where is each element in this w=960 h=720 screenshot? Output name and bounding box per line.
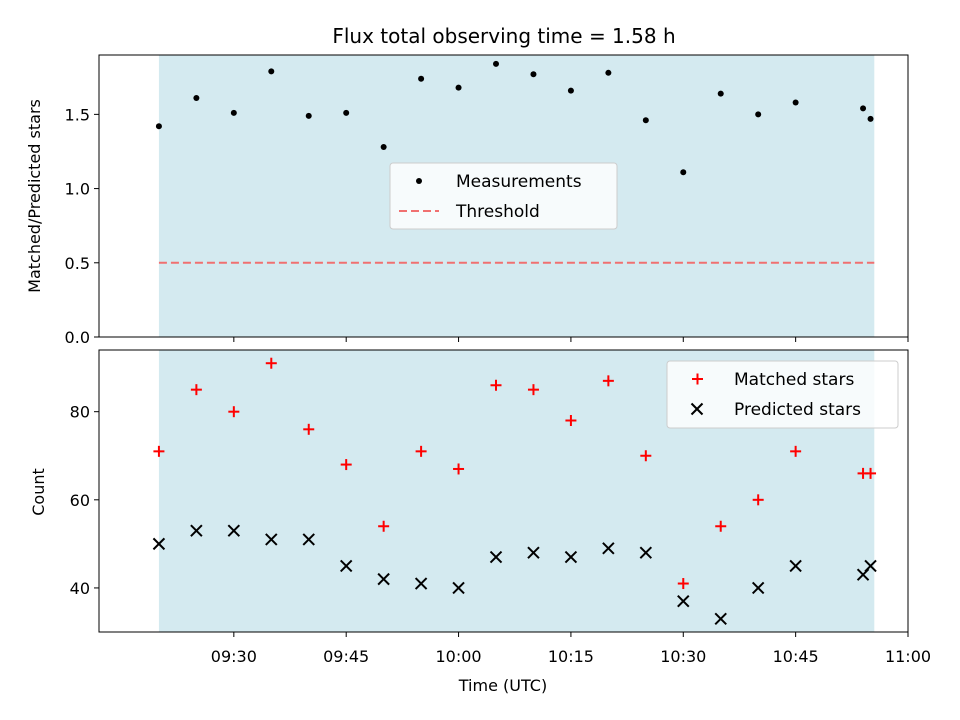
top-y-axis: 0.0 0.5 1.0 1.5 xyxy=(65,105,99,347)
measurement-point xyxy=(680,169,687,176)
predicted-star-point xyxy=(227,524,241,537)
legend-measurements-marker xyxy=(416,178,422,184)
bottom-y-axis: 40 60 80 xyxy=(70,403,99,598)
bottom-legend: Matched stars Predicted stars xyxy=(666,360,899,429)
matched-star-point xyxy=(490,379,502,391)
legend-predicted-marker xyxy=(690,402,704,416)
y-tick-label: 1.0 xyxy=(65,180,90,199)
matched-star-point xyxy=(153,445,165,457)
bottom-x-axis: 09:30 09:45 10:00 10:15 10:30 10:45 11:00 xyxy=(211,632,931,666)
x-tick-label: 11:00 xyxy=(885,647,931,666)
predicted-star-point xyxy=(452,581,465,595)
measurement-point xyxy=(493,60,500,67)
predicted-star-point xyxy=(152,537,166,551)
y-tick-label: 0.0 xyxy=(65,328,90,347)
chart-title: Flux total observing time = 1.58 h xyxy=(332,24,675,48)
measurement-point xyxy=(455,84,462,91)
matched-stars-series xyxy=(153,357,877,590)
bottom-y-axis-label: Count xyxy=(29,468,48,516)
legend-measurements-label: Measurements xyxy=(456,172,582,192)
x-tick-label: 10:45 xyxy=(773,647,819,666)
matched-star-point xyxy=(677,578,689,590)
matched-star-point xyxy=(190,384,202,396)
measurement-point xyxy=(717,90,724,97)
predicted-star-point xyxy=(339,559,353,573)
predicted-star-point xyxy=(265,533,278,546)
matched-star-point xyxy=(527,384,539,396)
y-tick-label: 1.5 xyxy=(65,105,90,124)
bottom-legend-box xyxy=(666,360,899,429)
predicted-star-point xyxy=(302,533,315,546)
predicted-star-point xyxy=(414,577,428,590)
predicted-star-point xyxy=(751,581,765,595)
top-legend-box xyxy=(389,162,618,230)
top-x-axis-ticks xyxy=(233,337,909,342)
measurement-point xyxy=(867,115,874,122)
legend-predicted-label: Predicted stars xyxy=(734,400,861,420)
x-tick-label: 09:45 xyxy=(323,647,369,666)
predicted-star-point xyxy=(564,550,578,564)
x-tick-label: 10:30 xyxy=(660,647,706,666)
measurement-point xyxy=(418,75,425,82)
matched-star-point xyxy=(228,406,240,418)
y-tick-label: 40 xyxy=(70,579,90,598)
matched-star-point xyxy=(565,415,577,426)
bottom-panel-frame xyxy=(98,349,909,633)
predicted-star-point xyxy=(602,542,615,555)
matched-star-point xyxy=(415,445,427,457)
top-panel: 0.0 0.5 1.0 1.5 Matched/Predicted stars Mea… xyxy=(25,54,909,347)
legend-matched-label: Matched stars xyxy=(734,370,854,390)
predicted-star-point xyxy=(377,572,390,586)
matched-star-point xyxy=(715,520,727,532)
matched-star-point xyxy=(790,445,802,457)
measurement-point xyxy=(642,117,649,124)
measurement-point xyxy=(343,109,350,116)
legend-matched-marker xyxy=(692,373,703,385)
matched-star-point xyxy=(265,357,277,369)
y-tick-label: 80 xyxy=(70,403,90,422)
measurement-point xyxy=(193,95,200,102)
measurement-point xyxy=(567,87,574,94)
measurement-point xyxy=(860,105,867,112)
matched-star-point xyxy=(752,494,764,506)
predicted-star-point xyxy=(489,550,503,564)
measurement-point xyxy=(230,109,237,116)
predicted-star-point xyxy=(527,546,540,559)
matched-star-point xyxy=(640,450,652,462)
measurement-point xyxy=(792,99,799,106)
predicted-star-point xyxy=(714,612,727,625)
y-tick-label: 0.5 xyxy=(65,254,90,273)
measurement-point xyxy=(530,71,537,78)
measurement-point xyxy=(305,112,312,119)
predicted-star-point xyxy=(190,524,203,537)
matched-star-point xyxy=(340,459,352,471)
x-tick-label: 10:00 xyxy=(436,647,482,666)
top-y-axis-label: Matched/Predicted stars xyxy=(25,99,44,293)
predicted-stars-series xyxy=(152,524,877,625)
matched-star-point xyxy=(378,520,390,532)
measurement-point xyxy=(605,69,612,76)
matched-star-point xyxy=(865,467,877,479)
measurement-point xyxy=(755,111,762,118)
predicted-star-point xyxy=(677,594,690,608)
x-tick-label: 10:15 xyxy=(548,647,594,666)
top-panel-frame xyxy=(98,54,909,338)
measurement-point xyxy=(155,123,162,130)
measurement-point xyxy=(380,144,387,151)
predicted-star-point xyxy=(789,559,802,573)
legend-threshold-label: Threshold xyxy=(455,202,540,222)
predicted-star-point xyxy=(639,546,653,559)
top-legend: Measurements Threshold xyxy=(389,162,618,230)
x-axis-label: Time (UTC) xyxy=(458,676,547,695)
matched-star-point xyxy=(602,375,614,387)
predicted-star-point xyxy=(864,559,877,573)
measurement-point xyxy=(268,68,275,75)
x-tick-label: 09:30 xyxy=(211,647,257,666)
bottom-panel: 40 60 80 09:30 09:45 10:00 10:15 10:30 10:45 11:… xyxy=(29,349,931,695)
y-tick-label: 60 xyxy=(70,491,90,510)
measurements-series xyxy=(155,60,874,176)
matched-star-point xyxy=(303,423,315,435)
matched-star-point xyxy=(453,463,465,475)
